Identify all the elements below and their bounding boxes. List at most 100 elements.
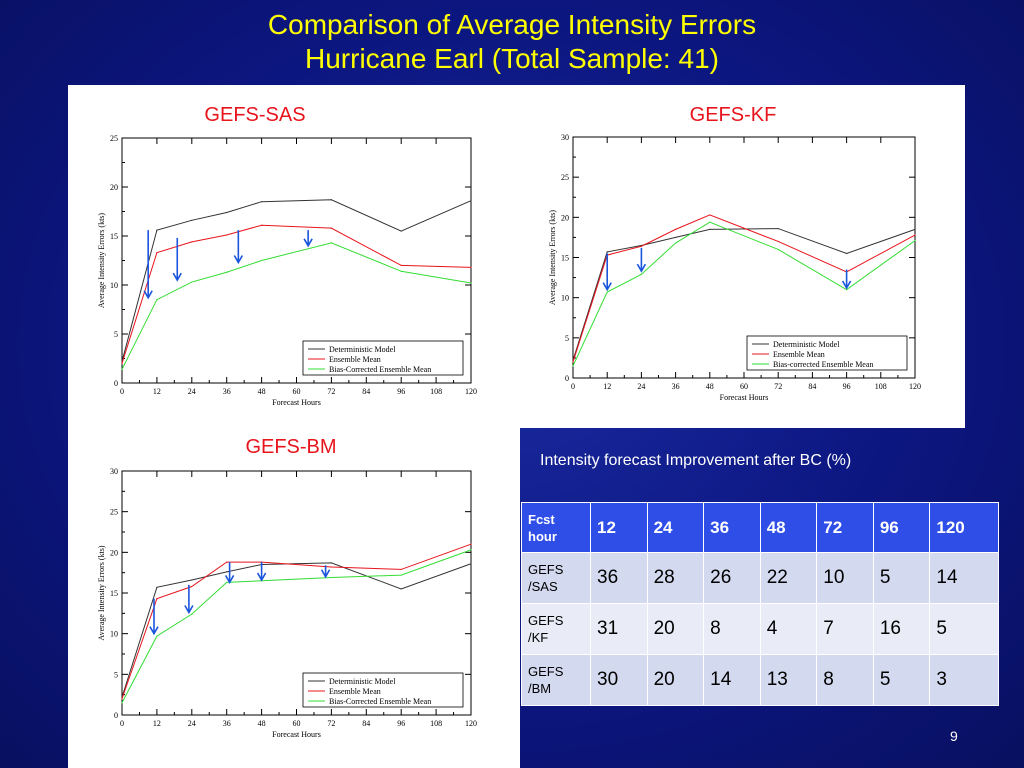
legend-entry: Ensemble Mean — [773, 350, 825, 359]
table-cell: 14 — [703, 654, 761, 706]
data-point — [121, 698, 123, 700]
header-cell: 12 — [590, 502, 648, 553]
table-cell: 26 — [703, 552, 761, 604]
x-tick-label: 120 — [465, 719, 477, 728]
x-tick-label: 108 — [430, 387, 442, 396]
chart-title-gefs-kf: GEFS-KF — [689, 104, 777, 126]
legend-entry: Deterministic Model — [329, 677, 396, 686]
x-tick-label: 12 — [153, 387, 161, 396]
table-cell: 30 — [590, 654, 648, 706]
x-tick-label: 96 — [397, 387, 405, 396]
x-tick-label: 48 — [258, 719, 266, 728]
data-point — [226, 271, 228, 273]
improvement-arrow-head — [172, 272, 182, 282]
data-point — [261, 224, 263, 226]
data-point — [470, 266, 472, 268]
improvement-table: Fcst hour 12 24 36 48 72 96 120 GEFS /SA… — [521, 502, 999, 706]
series-line-deterministic-model — [121, 562, 472, 698]
data-point — [226, 561, 228, 563]
data-point — [156, 635, 158, 637]
data-point — [226, 571, 228, 573]
data-point — [572, 365, 574, 367]
data-point — [191, 579, 193, 581]
x-tick-label: 72 — [774, 382, 782, 391]
improvement-arrow-head — [149, 626, 159, 636]
data-point — [156, 252, 158, 254]
slide-title: Comparison of Average Intensity Errors H… — [0, 8, 1024, 76]
data-point — [709, 228, 711, 230]
series-line-deterministic-model — [121, 199, 472, 362]
improvement-arrow-head — [636, 263, 647, 273]
table-cell: 20 — [646, 603, 705, 655]
x-tick-label: 84 — [362, 719, 370, 728]
improvement-arrow-head — [233, 255, 244, 265]
improvement-arrow-head — [841, 280, 852, 290]
legend-box — [302, 672, 464, 708]
x-tick-label: 48 — [258, 387, 266, 396]
table-row-gefs-sas: GEFS /SAS 36 28 26 22 10 5 14 — [521, 552, 999, 604]
gefs-kf-chart: 0 12 24 36 48 60 72 84 96 108 120 0 5 10 15 20 25 30 Forec… — [548, 133, 921, 402]
y-tick-label: 25 — [561, 173, 569, 182]
table-cell: 14 — [929, 552, 999, 604]
x-tick-label: 96 — [397, 719, 405, 728]
data-point — [330, 576, 332, 579]
header-cell-fcst-hour: Fcst hour — [521, 502, 591, 553]
table-cell: 10 — [816, 552, 874, 604]
gefs-bm-chart: 0 12 24 36 48 60 72 84 96 108 120 0 5 10 15 20 25 30 Forec… — [97, 467, 477, 739]
data-point — [606, 291, 608, 293]
table-cell: 5 — [872, 552, 931, 604]
data-point — [400, 568, 402, 571]
x-tick-label: 0 — [120, 719, 124, 728]
y-tick-label: 20 — [110, 183, 118, 192]
data-point — [191, 613, 193, 615]
x-tick-label: 84 — [808, 382, 816, 391]
data-point — [777, 248, 779, 251]
y-tick-label: 15 — [561, 254, 569, 263]
legend-entry: Bias-Corrected Ensemble Mean — [329, 697, 431, 706]
legend-box — [746, 335, 908, 371]
data-point — [709, 214, 711, 216]
y-tick-label: 0 — [565, 374, 569, 383]
legend-entry: Ensemble Mean — [329, 355, 381, 364]
table-cell: 5 — [872, 654, 931, 706]
data-point — [470, 563, 472, 565]
y-tick-label: 15 — [110, 232, 118, 241]
data-point — [709, 221, 711, 223]
x-tick-label: 72 — [327, 719, 335, 728]
data-point — [470, 200, 472, 202]
legend-entry: Deterministic Model — [773, 340, 840, 349]
data-point — [914, 234, 916, 236]
x-tick-label: 24 — [188, 387, 196, 396]
data-point — [400, 270, 402, 272]
x-tick-label: 12 — [153, 719, 161, 728]
header-cell: 24 — [646, 502, 705, 553]
x-tick-label: 0 — [120, 387, 124, 396]
header-cell: 36 — [703, 502, 761, 553]
y-axis-label: Average Intensity Errors (kts) — [97, 545, 106, 640]
data-point — [470, 282, 472, 284]
x-tick-label: 60 — [293, 719, 301, 728]
x-tick-label: 24 — [637, 382, 645, 391]
row-label: GEFS /SAS — [521, 552, 591, 604]
x-axis-label: Forecast Hours — [720, 393, 769, 402]
series-line-ensemble-mean — [572, 214, 916, 363]
x-tick-label: 60 — [293, 387, 301, 396]
x-tick-label: 48 — [706, 382, 714, 391]
slide-title-line-1: Comparison of Average Intensity Errors — [267, 9, 757, 40]
data-point — [846, 252, 848, 255]
series-line-bias-corrected-ensemble-mean — [572, 221, 916, 367]
x-tick-label: 84 — [362, 387, 370, 396]
gefs-sas-chart: 0 12 24 36 48 60 72 84 96 108 120 0 5 10 15 20 25 Forecas… — [97, 134, 477, 407]
table-cell: 8 — [816, 654, 874, 706]
series-line-bias-corrected-ensemble-mean — [121, 549, 472, 704]
data-point — [121, 368, 123, 370]
legend-entry: Ensemble Mean — [329, 687, 381, 696]
x-tick-label: 72 — [327, 387, 335, 396]
data-point — [400, 574, 402, 576]
row-label: GEFS /BM — [521, 654, 591, 706]
improvement-arrow-head — [184, 605, 194, 615]
header-cell: 48 — [759, 502, 818, 553]
series-line-bias-corrected-ensemble-mean — [121, 242, 472, 370]
table-cell: 4 — [759, 603, 818, 655]
table-caption: Intensity forecast Improvement after BC … — [540, 452, 852, 469]
